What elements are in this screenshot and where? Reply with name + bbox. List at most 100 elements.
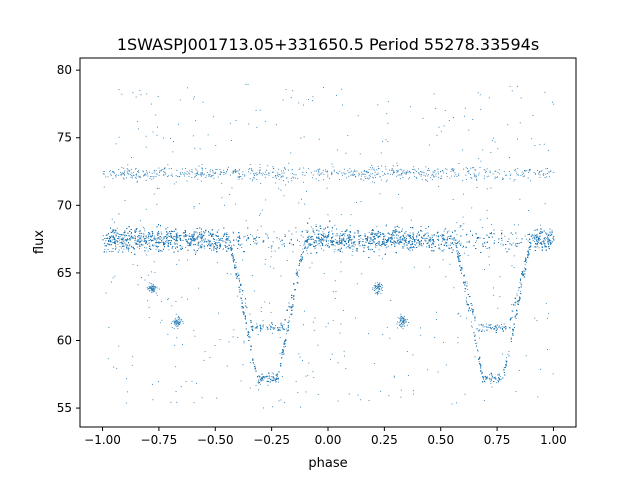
data-point (287, 324, 289, 326)
data-point (524, 235, 526, 237)
data-point (524, 261, 526, 263)
data-point (424, 238, 426, 240)
data-point (232, 254, 234, 256)
data-point (544, 237, 545, 239)
data-point (318, 236, 320, 238)
data-point (298, 275, 299, 277)
data-point (327, 236, 328, 238)
data-point (336, 240, 338, 242)
data-point (489, 232, 491, 234)
data-point (151, 234, 153, 236)
data-point (167, 240, 169, 241)
data-point (221, 239, 223, 241)
data-point (458, 241, 460, 242)
data-point (121, 238, 123, 240)
data-point (227, 240, 229, 241)
data-point (431, 234, 433, 236)
data-point (395, 231, 397, 233)
data-point (484, 326, 486, 328)
data-point (153, 239, 154, 241)
data-point (443, 249, 445, 251)
data-point (219, 239, 220, 241)
data-point (409, 250, 411, 252)
data-point (380, 245, 382, 247)
data-point (161, 250, 163, 252)
data-point (192, 233, 194, 235)
data-point (321, 242, 322, 244)
data-point (375, 238, 376, 239)
data-point (247, 335, 249, 337)
data-point (280, 240, 282, 242)
data-point (286, 328, 287, 330)
data-point (528, 246, 530, 248)
data-point (262, 325, 264, 327)
data-point (293, 283, 295, 285)
data-point (263, 376, 264, 378)
data-point (428, 242, 429, 244)
data-point (331, 230, 333, 232)
data-point (245, 306, 247, 308)
data-point (318, 240, 320, 241)
data-point (208, 231, 209, 232)
data-point (201, 238, 203, 240)
data-point (325, 238, 327, 240)
data-point (158, 242, 160, 244)
data-point (396, 241, 398, 243)
data-point (423, 243, 424, 245)
data-point (271, 372, 273, 374)
data-point (323, 237, 325, 238)
data-point (140, 243, 142, 245)
data-point (371, 239, 373, 241)
data-point (349, 225, 351, 227)
data-point (426, 246, 427, 248)
data-point (359, 245, 361, 247)
data-point (254, 364, 256, 366)
data-point (534, 241, 535, 243)
data-point (277, 329, 278, 331)
data-point (402, 228, 403, 230)
data-point (300, 234, 302, 236)
data-point (244, 235, 246, 237)
data-point (470, 321, 472, 323)
data-point (260, 326, 262, 328)
data-point (386, 246, 388, 248)
data-point (444, 229, 446, 230)
data-point (132, 237, 134, 239)
data-point (140, 241, 142, 243)
data-point (324, 234, 326, 236)
data-point (404, 237, 405, 239)
data-point (431, 237, 433, 238)
data-point (268, 377, 270, 379)
data-point (545, 246, 547, 247)
data-point (241, 294, 243, 296)
data-point (432, 242, 433, 244)
data-point (424, 239, 426, 241)
data-point (524, 267, 525, 269)
data-point (501, 237, 503, 239)
data-point (495, 382, 497, 384)
data-point (429, 244, 430, 246)
data-point (185, 232, 186, 233)
data-point (322, 240, 324, 242)
data-point (427, 236, 429, 237)
data-point (497, 324, 498, 326)
data-point (476, 342, 478, 344)
data-point (275, 325, 276, 326)
data-point (214, 243, 215, 244)
data-point (507, 353, 509, 355)
data-point (274, 250, 276, 252)
data-point (122, 234, 124, 236)
data-point (290, 313, 292, 315)
data-point (257, 229, 259, 231)
data-point (510, 337, 512, 339)
data-point (462, 229, 464, 231)
data-point (449, 236, 451, 237)
data-point (153, 237, 155, 239)
data-point (247, 234, 248, 236)
data-point (161, 239, 163, 241)
data-point (520, 290, 521, 292)
data-point (241, 247, 243, 248)
data-point (460, 242, 462, 244)
data-point (367, 237, 369, 239)
data-point (508, 351, 510, 352)
